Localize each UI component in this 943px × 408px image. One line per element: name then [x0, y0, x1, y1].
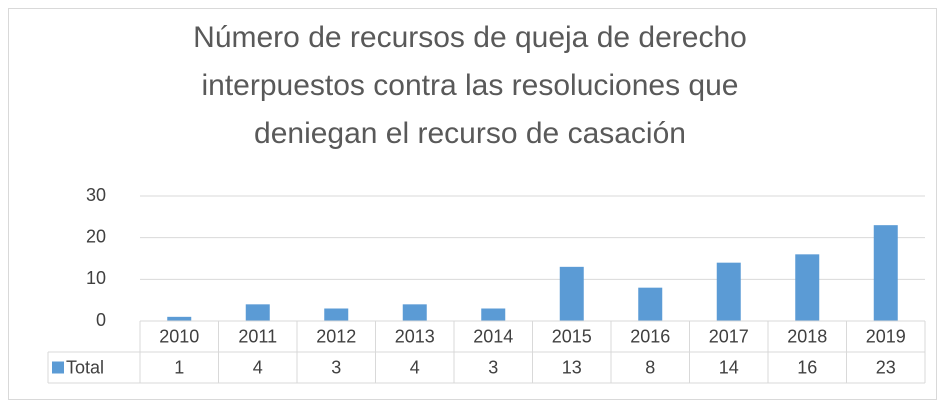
- table-value: 1: [174, 357, 184, 377]
- table-value: 4: [253, 357, 263, 377]
- table-value: 8: [645, 357, 655, 377]
- table-value: 3: [488, 357, 498, 377]
- bar: [559, 266, 584, 321]
- bar: [324, 308, 349, 321]
- table-value: 23: [876, 357, 896, 377]
- bar: [481, 308, 506, 321]
- bar: [167, 316, 192, 321]
- y-tick-label: 10: [86, 268, 106, 288]
- table-value: 14: [719, 357, 739, 377]
- y-tick-label: 30: [86, 185, 106, 205]
- chart-title: Número de recursos de queja de derecho i…: [193, 21, 747, 150]
- x-tick-label: 2013: [395, 326, 435, 346]
- x-tick-label: 2015: [552, 326, 592, 346]
- legend-label: Total: [66, 357, 104, 377]
- chart-border: [8, 8, 937, 400]
- x-tick-label: 2016: [630, 326, 670, 346]
- bar: [245, 304, 270, 321]
- table-value: 16: [797, 357, 817, 377]
- bar: [402, 304, 427, 321]
- legend-swatch: [52, 361, 64, 374]
- x-tick-label: 2011: [238, 326, 277, 346]
- bar: [795, 254, 820, 321]
- table-value: 3: [331, 357, 341, 377]
- bar: [638, 287, 663, 321]
- table-value: 4: [410, 357, 420, 377]
- y-tick-label: 0: [96, 310, 106, 330]
- x-tick-label: 2014: [473, 326, 513, 346]
- table-value: 13: [562, 357, 582, 377]
- x-tick-label: 2018: [787, 326, 827, 346]
- bar: [716, 262, 741, 321]
- x-tick-label: 2017: [709, 326, 749, 346]
- x-tick-label: 2010: [159, 326, 199, 346]
- y-tick-label: 20: [86, 226, 106, 246]
- bar: [873, 225, 898, 321]
- x-tick-label: 2012: [316, 326, 356, 346]
- x-tick-label: 2019: [866, 326, 906, 346]
